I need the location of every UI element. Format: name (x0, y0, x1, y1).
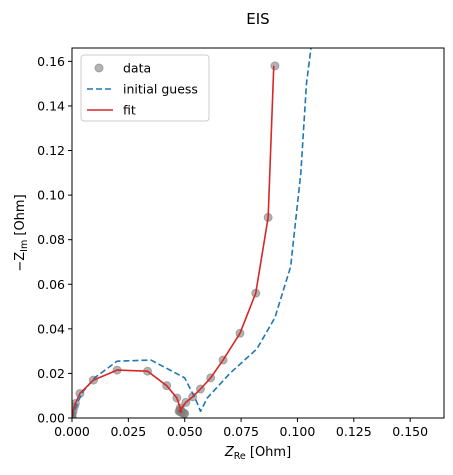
y-axis-label-unit: [Ohm] (13, 194, 28, 239)
chart-title: EIS (246, 10, 269, 28)
x-tick-label: 0.100 (280, 424, 316, 439)
legend: data initial guess fit (80, 54, 210, 122)
y-axis-ticks: 0.00 0.02 0.04 0.06 0.08 0.10 0.12 0.14 0.16 (37, 54, 72, 426)
x-axis-label-main: Z (224, 445, 235, 460)
y-tick-label: 0.12 (37, 143, 65, 158)
y-tick-label: 0.14 (37, 98, 65, 113)
y-tick-label: 0.00 (37, 411, 65, 426)
legend-item-initial-guess: initial guess (87, 82, 198, 97)
fit-line (72, 65, 275, 418)
legend-marker (94, 63, 104, 73)
x-axis-label-sub: Re (234, 451, 246, 462)
legend-label: fit (123, 103, 136, 118)
y-tick-label: 0.08 (37, 232, 65, 247)
initial-guess-line (72, 48, 312, 418)
x-tick-label: 0.075 (223, 424, 259, 439)
legend-item-data: data (94, 61, 151, 76)
plot-area (71, 47, 445, 419)
x-tick-label: 0.150 (392, 424, 428, 439)
y-tick-label: 0.10 (37, 188, 65, 203)
y-axis-label-sub: Im (19, 240, 30, 252)
y-tick-label: 0.02 (37, 366, 65, 381)
legend-box (80, 54, 210, 122)
y-tick-label: 0.06 (37, 277, 65, 292)
plot-frame (71, 47, 445, 419)
x-tick-label: 0.125 (336, 424, 372, 439)
y-tick-label: 0.04 (37, 321, 65, 336)
legend-label: initial guess (123, 82, 198, 97)
legend-label: data (123, 61, 151, 76)
x-axis-label: ZRe [Ohm] (224, 445, 291, 462)
y-axis-label: −ZIm [Ohm] (13, 194, 30, 271)
legend-item-fit: fit (87, 103, 136, 118)
data-point (270, 61, 280, 71)
y-tick-label: 0.16 (37, 54, 65, 69)
y-axis-label-prefix: −Z (13, 252, 28, 272)
x-tick-label: 0.050 (167, 424, 203, 439)
x-axis-ticks: 0.000 0.025 0.050 0.075 0.100 0.125 0.150 (54, 418, 428, 439)
x-tick-label: 0.000 (54, 424, 90, 439)
series-layer (72, 48, 312, 418)
x-axis-label-unit: [Ohm] (246, 445, 291, 460)
x-tick-label: 0.025 (110, 424, 146, 439)
